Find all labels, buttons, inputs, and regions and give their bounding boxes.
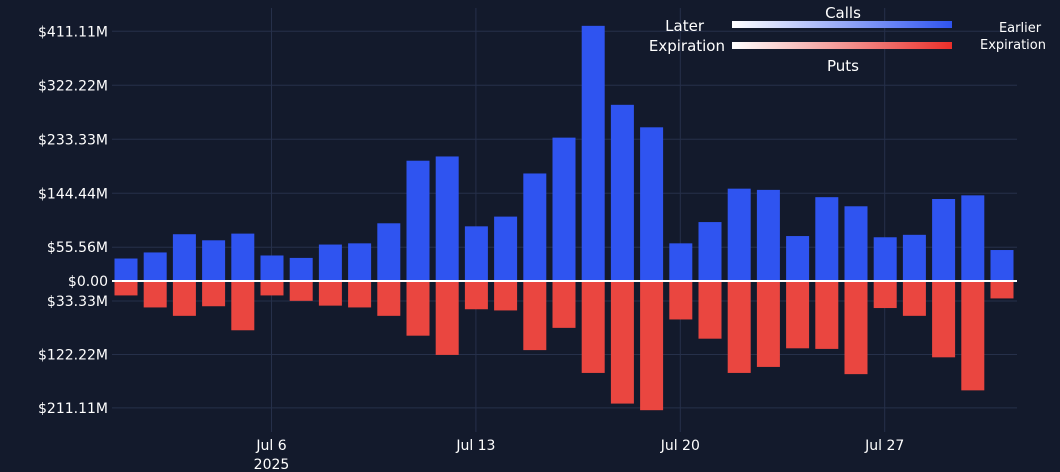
legend-earlier-label-2: Expiration [980, 38, 1046, 53]
puts-bar [640, 281, 664, 411]
legend-calls-label: Calls [825, 4, 861, 22]
y-tick-label: $33.33M [47, 294, 108, 310]
calls-bar [581, 25, 605, 281]
legend-puts-gradient [732, 42, 952, 49]
puts-bar [494, 281, 518, 311]
y-tick-label: $211.11M [38, 401, 108, 417]
calls-bar [348, 243, 372, 281]
puts-bar [377, 281, 401, 316]
puts-bar [756, 281, 780, 367]
x-tick-label: Jul 6 [255, 438, 286, 454]
puts-bar [523, 281, 547, 351]
calls-bar [756, 189, 780, 281]
legend-puts-label: Puts [827, 57, 859, 75]
legend-calls-gradient [732, 21, 952, 28]
calls-bar [494, 216, 518, 281]
calls-bar [464, 226, 488, 281]
calls-bar [640, 127, 664, 282]
puts-bar [990, 281, 1014, 299]
legend: Calls Later Expiration Earlier Expiratio… [649, 4, 1046, 75]
calls-bar [406, 160, 430, 281]
calls-bar [202, 240, 226, 281]
y-tick-label: $233.33M [38, 132, 108, 148]
y-axis-ticks: $411.11M $322.22M $233.33M $144.44M $55.56M $… [38, 24, 108, 417]
puts-bar [932, 281, 956, 358]
x-tick-label: Jul 27 [864, 438, 904, 454]
puts-bar [202, 281, 226, 307]
calls-bar [698, 222, 722, 281]
puts-bar [406, 281, 430, 336]
puts-bar [873, 281, 897, 309]
calls-bar [289, 257, 313, 281]
calls-bar [435, 156, 459, 281]
calls-bar [727, 188, 751, 281]
x-axis-ticks: Jul 6 2025 Jul 13 Jul 20 Jul 27 [254, 438, 905, 472]
calls-bar [523, 173, 547, 281]
calls-bar [172, 234, 196, 281]
puts-bar [581, 281, 605, 373]
puts-bar [318, 281, 342, 306]
y-tick-label: $122.22M [38, 347, 108, 363]
puts-bar [464, 281, 488, 310]
calls-bar [786, 236, 810, 281]
legend-later-label-1: Later [665, 17, 705, 35]
puts-bar [143, 281, 167, 308]
puts-bar [727, 281, 751, 373]
puts-bar [902, 281, 926, 316]
puts-bar [231, 281, 255, 331]
bars [114, 25, 1014, 411]
y-tick-label: $411.11M [38, 24, 108, 40]
puts-bar [552, 281, 576, 328]
calls-bar [610, 104, 634, 281]
x-tick-sublabel: 2025 [254, 457, 290, 472]
calls-bar [815, 197, 839, 281]
calls-bar [114, 258, 138, 281]
puts-bar [669, 281, 693, 320]
calls-bar [377, 223, 401, 281]
puts-bar [289, 281, 313, 301]
calls-bar [961, 195, 985, 281]
x-tick-label: Jul 20 [660, 438, 700, 454]
calls-bar [844, 206, 868, 281]
y-tick-label: $144.44M [38, 186, 108, 202]
calls-bar [552, 137, 576, 281]
calls-bar [990, 250, 1014, 281]
calls-bar [260, 255, 284, 281]
legend-later-label-2: Expiration [649, 37, 725, 55]
calls-bar [231, 233, 255, 281]
puts-bar [844, 281, 868, 375]
calls-bar [318, 244, 342, 281]
puts-bar [961, 281, 985, 391]
y-tick-label: $322.22M [38, 78, 108, 94]
puts-bar [348, 281, 372, 308]
legend-earlier-label-1: Earlier [999, 21, 1042, 36]
y-tick-label: $0.00 [68, 274, 108, 290]
calls-bar [669, 243, 693, 281]
x-tick-label: Jul 13 [455, 438, 495, 454]
puts-bar [114, 281, 138, 296]
puts-bar [815, 281, 839, 349]
puts-bar [698, 281, 722, 339]
calls-bar [902, 234, 926, 281]
puts-bar [172, 281, 196, 316]
puts-bar [786, 281, 810, 349]
puts-bar [435, 281, 459, 355]
puts-bar [260, 281, 284, 296]
puts-bar [610, 281, 634, 404]
calls-bar [932, 198, 956, 281]
calls-bar [143, 252, 167, 281]
calls-bar [873, 237, 897, 281]
y-tick-label: $55.56M [47, 240, 108, 256]
